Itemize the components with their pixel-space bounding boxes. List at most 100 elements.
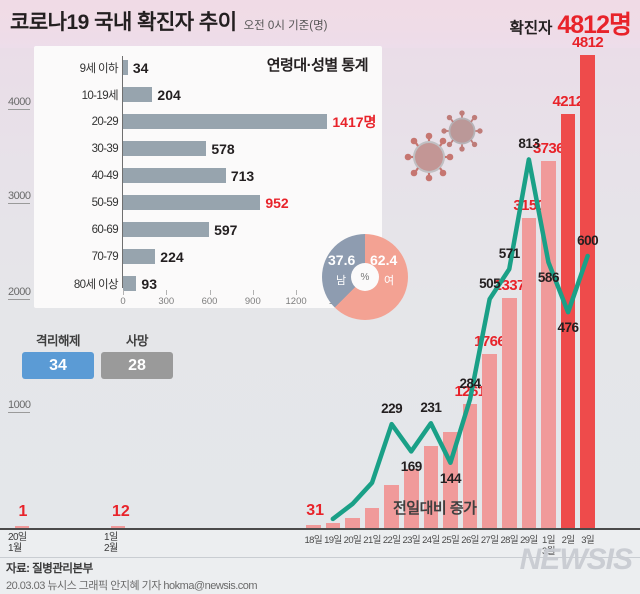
- page-title: 코로나19 국내 확진자 추이: [10, 11, 237, 34]
- male-label: 남: [336, 275, 347, 287]
- age-chart-baseline: [122, 56, 123, 288]
- age-value-label: 1417명: [332, 113, 377, 130]
- age-gender-panel: 연령대·성별 통계 9세 이하 34 10-19세 204 20-29 1417명 30-3…: [34, 46, 408, 320]
- age-bar-row: 40-49 713: [34, 162, 382, 189]
- age-bar: [123, 114, 328, 129]
- x-axis-tick-label: 1일: [542, 535, 555, 546]
- x-axis-tick-label: 25일: [441, 535, 460, 546]
- age-axis-tick: [123, 290, 124, 295]
- status-label: 격리해제: [35, 334, 81, 348]
- bar: [482, 354, 497, 528]
- x-axis-tick-label: 21일: [363, 535, 381, 546]
- y-axis-tick: 1000: [8, 399, 31, 413]
- x-axis-tick-label: 20일: [343, 535, 362, 546]
- age-value-label: 578: [211, 140, 235, 157]
- age-group-label: 10-19세: [81, 89, 119, 102]
- age-bar: [123, 249, 156, 264]
- daily-increase-line: [0, 48, 640, 529]
- bar-value-label: 31: [306, 501, 325, 519]
- y-axis-tick: 3000: [8, 190, 31, 204]
- age-bar-row: 10-19세 204: [34, 81, 382, 108]
- age-axis-tick-label: 300: [158, 296, 175, 307]
- age-group-label: 9세 이하: [79, 62, 119, 75]
- source-text: 자료: 질병관리본부: [6, 563, 93, 575]
- female-label: 여: [384, 275, 395, 287]
- chart-baseline: [0, 528, 640, 530]
- age-bar-row: 9세 이하 34: [34, 54, 382, 81]
- increase-line-svg: [330, 157, 590, 522]
- female-percent: 62.4: [370, 252, 398, 268]
- age-bar-row: 30-39 578: [34, 135, 382, 162]
- age-axis-tick: [209, 290, 211, 295]
- bar: [423, 446, 439, 528]
- header: 코로나19 국내 확진자 추이 오전 0시 기준(명): [10, 6, 328, 36]
- age-axis-tick-label: 0: [120, 296, 126, 307]
- x-axis-tick-label: 18일: [304, 535, 322, 546]
- x-axis-tick-label: 22일: [382, 535, 401, 546]
- bar-value-label: 4212: [552, 92, 585, 110]
- age-axis-tick-label: 1200: [285, 296, 307, 307]
- x-axis-tick-label: 23일: [402, 535, 420, 546]
- x-axis-tick-label: 24일: [422, 535, 440, 546]
- age-bar: [123, 222, 210, 237]
- increase-value-label: 144: [439, 470, 462, 486]
- age-group-label: 70-79: [91, 250, 119, 263]
- total-confirmed: 확진자 4812명: [509, 5, 632, 41]
- virus-decoration-icon: [441, 110, 483, 152]
- donut-center-label: %: [351, 263, 379, 291]
- footer-divider: [0, 557, 640, 558]
- age-bar: [123, 276, 137, 291]
- age-value-label: 952: [265, 194, 289, 211]
- age-value-label: 93: [141, 275, 157, 292]
- age-group-label: 40-49: [91, 169, 119, 182]
- bar: [462, 404, 478, 528]
- bar: [364, 507, 380, 528]
- age-bar-row: 80세 이상 93: [34, 270, 382, 297]
- bar: [502, 298, 517, 528]
- x-axis-tick-label: 2일: [561, 535, 575, 546]
- bar-value-label: 4812: [572, 34, 604, 51]
- age-axis-tick: [252, 290, 254, 295]
- age-group-label: 60-69: [91, 223, 119, 236]
- status-box: 사망 28: [101, 330, 173, 379]
- y-axis-tick: 4000: [8, 96, 31, 110]
- age-axis-tick-label: 600: [201, 296, 218, 307]
- age-bar-row: 60-69 597: [34, 216, 382, 243]
- increase-value-label: 231: [420, 400, 442, 416]
- increase-value-label: 571: [498, 246, 521, 262]
- age-bar: [123, 87, 153, 102]
- age-value-label: 224: [160, 248, 184, 265]
- status-value: 28: [101, 352, 173, 379]
- age-bar: [123, 60, 128, 75]
- increase-value-label: 813: [518, 136, 540, 152]
- male-percent: 37.6: [328, 252, 356, 268]
- gender-donut-chart: % 62.4 여 37.6 남: [322, 234, 408, 320]
- status-box: 격리해제 34: [22, 330, 94, 379]
- x-axis-month-label: 3월: [542, 546, 555, 557]
- age-bar: [123, 168, 226, 183]
- age-value-label: 34: [132, 59, 149, 76]
- status-label: 사망: [125, 334, 149, 348]
- page-subtitle: 오전 0시 기준(명): [243, 20, 328, 32]
- x-axis-left-mark: 1일 2월: [104, 532, 118, 554]
- increase-value-label: 229: [381, 401, 403, 417]
- increase-value-label: 505: [479, 276, 501, 292]
- bar-value-label: 3736: [532, 139, 565, 157]
- bar: [384, 485, 399, 528]
- header-background: [0, 0, 640, 48]
- age-axis-tick: [296, 290, 298, 295]
- x-axis-tick-label: 3일: [581, 535, 595, 546]
- age-axis-tick: [166, 290, 168, 295]
- age-bar: [123, 141, 207, 156]
- age-axis-tick-label: 900: [244, 296, 261, 307]
- increase-value-label: 476: [557, 320, 580, 336]
- age-bar: [123, 195, 261, 210]
- status-boxes: 격리해제 34 사망 28: [22, 330, 173, 379]
- age-group-label: 30-39: [91, 142, 119, 155]
- bar: [521, 218, 537, 528]
- total-confirmed-label: 확진자: [509, 20, 553, 37]
- x-axis-tick-label: 26일: [461, 535, 479, 546]
- credit-text: 20.03.03 뉴시스 그래픽 안지혜 기자 hokma@newsis.com: [6, 580, 258, 592]
- age-group-label: 50-59: [91, 196, 119, 209]
- bar: [15, 525, 29, 528]
